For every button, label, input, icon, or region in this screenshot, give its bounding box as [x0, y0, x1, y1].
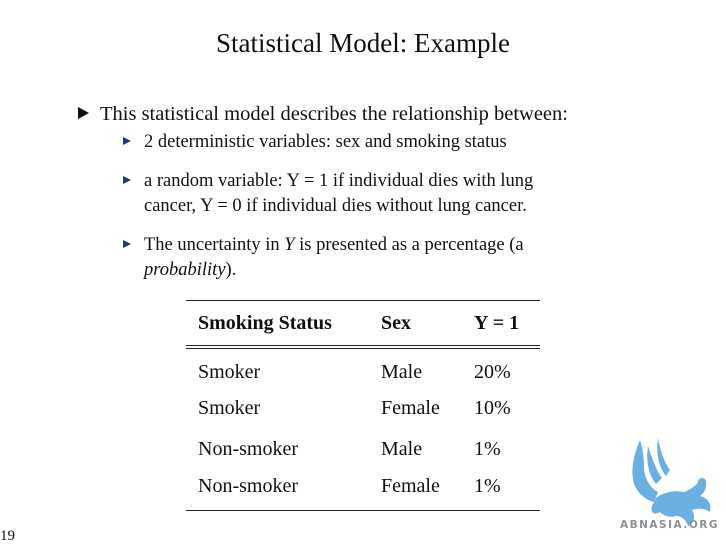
sub-bullet-uncertainty: The uncertainty in Y is presented as a p…	[100, 233, 678, 283]
sub-bullet-text-end: ).	[225, 260, 237, 280]
header-y-equals-1: Y = 1	[462, 300, 540, 349]
smoking-outcome-table: Smoking Status Sex Y = 1 Smoker Male 20%…	[186, 300, 540, 511]
table-row: Smoker Male 20%	[186, 347, 540, 388]
sub-bullet-random-variable: a random variable: Y = 1 if individual d…	[100, 169, 678, 219]
cell-probability: 1%	[474, 437, 501, 460]
bullet-list: This statistical model describes the rel…	[78, 102, 678, 297]
header-sex: Sex	[369, 300, 462, 349]
main-bullet: This statistical model describes the rel…	[78, 102, 678, 126]
cell-probability: 1%	[462, 469, 540, 511]
slide-title: Statistical Model: Example	[216, 28, 510, 58]
small-triangle-bullet-icon	[123, 240, 131, 248]
watermark-text: ABNASIA.ORG	[620, 519, 719, 531]
table-row: Non-smoker Male 1%	[186, 429, 540, 470]
sub-bullet-text-pre: The uncertainty in	[144, 235, 285, 255]
cell-sex: Female	[369, 469, 462, 511]
sub-bullet-text: 2 deterministic variables: sex and smoki…	[144, 132, 507, 152]
cell-smoking-status: Smoker	[198, 396, 261, 419]
cell-probability: 10%	[474, 396, 511, 419]
sub-bullet-line-2: cancer, Y = 0 if individual dies without…	[144, 196, 527, 216]
small-triangle-bullet-icon	[123, 137, 131, 145]
cell-smoking-status: Non-smoker	[186, 469, 369, 511]
sub-bullet-line-1: a random variable: Y = 1 if individual d…	[144, 171, 534, 191]
table-header-row: Smoking Status Sex Y = 1	[186, 300, 540, 349]
cell-smoking-status: Non-smoker	[198, 437, 298, 460]
sub-bullet-deterministic: 2 deterministic variables: sex and smoki…	[100, 130, 678, 155]
cell-sex: Male	[381, 360, 423, 383]
header-smoking-status: Smoking Status	[186, 300, 369, 349]
table-row: Smoker Female 10%	[186, 388, 540, 429]
main-bullet-text: This statistical model describes the rel…	[100, 103, 568, 125]
griffin-logo-icon	[632, 438, 711, 526]
sub-bullet-list: 2 deterministic variables: sex and smoki…	[78, 130, 678, 283]
triangle-bullet-icon	[78, 107, 89, 119]
sub-bullet-text-post: is presented as a percentage (a	[294, 235, 524, 255]
cell-sex: Female	[381, 396, 440, 419]
cell-smoking-status: Smoker	[198, 360, 261, 383]
probability-term: probability	[144, 260, 226, 280]
cell-sex: Male	[381, 437, 423, 460]
small-triangle-bullet-icon	[123, 176, 131, 184]
page-number: 19	[0, 528, 15, 544]
variable-y: Y	[284, 235, 295, 255]
table-row: Non-smoker Female 1%	[186, 469, 540, 511]
cell-probability: 20%	[474, 360, 511, 383]
